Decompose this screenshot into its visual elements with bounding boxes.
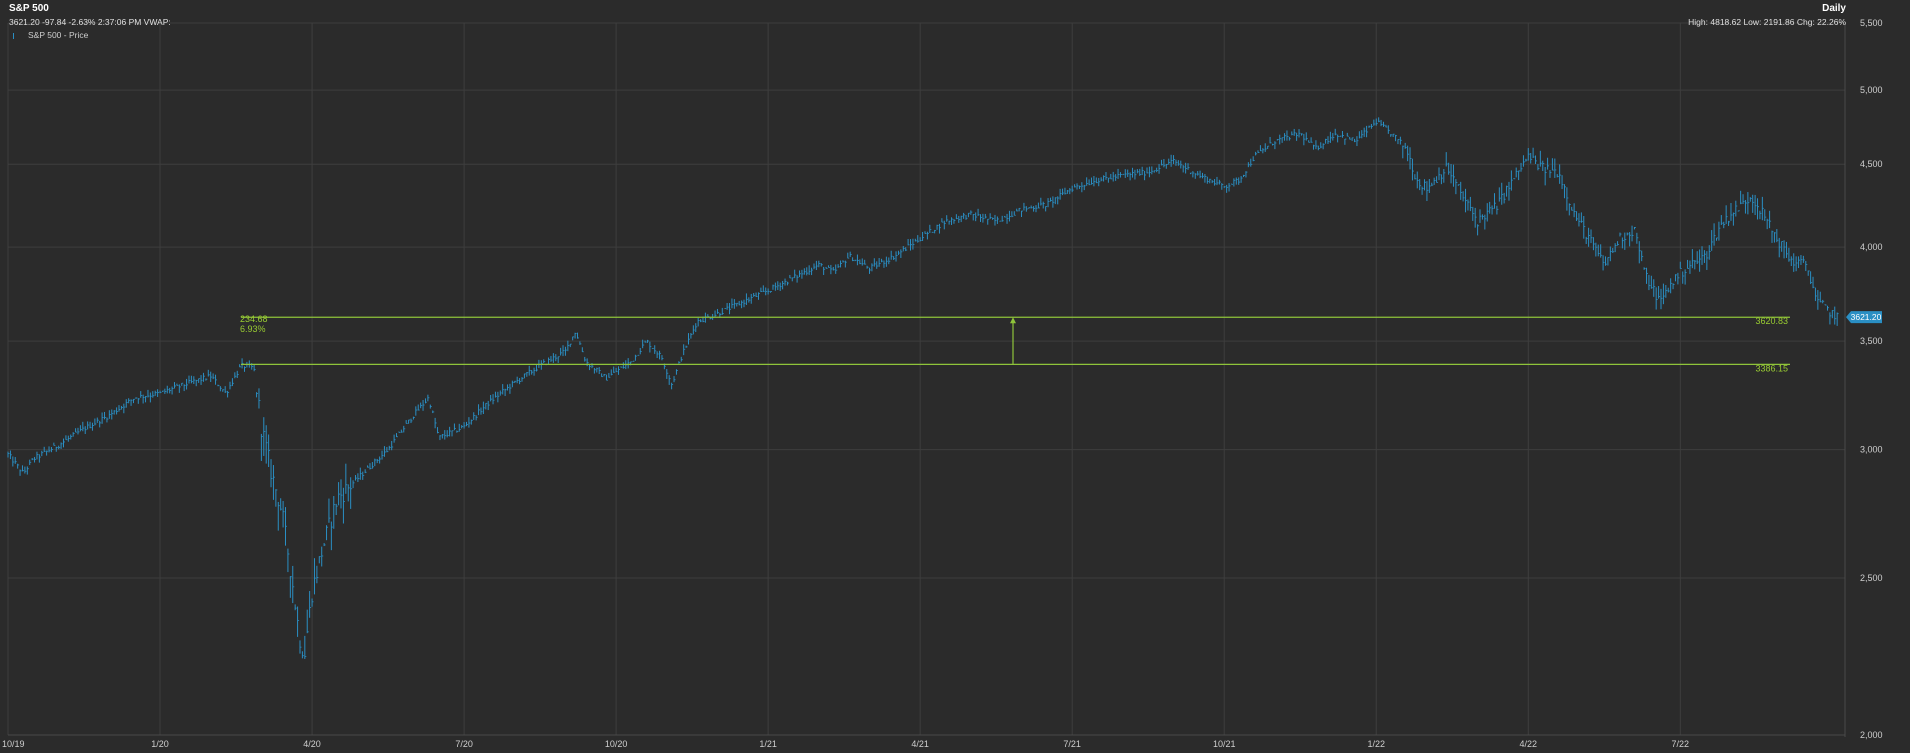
measure-percent-label: 6.93% (240, 324, 266, 334)
x-tick-label: 1/22 (1367, 739, 1385, 749)
x-tick-label: 4/22 (1520, 739, 1538, 749)
x-tick-label: 7/21 (1063, 739, 1081, 749)
y-tick-label: 3,000 (1860, 445, 1883, 455)
chart-title: S&P 500 (9, 3, 49, 14)
x-tick-label: 1/20 (151, 739, 169, 749)
x-tick-label: 10/19 (2, 739, 25, 749)
measure-lower-value: 3386.15 (1755, 363, 1788, 373)
x-tick-label: 1/21 (759, 739, 777, 749)
legend-label: S&P 500 - Price (28, 30, 89, 40)
y-tick-label: 2,000 (1860, 730, 1883, 740)
y-tick-label: 2,500 (1860, 573, 1883, 583)
x-tick-label: 4/21 (911, 739, 929, 749)
y-axis: 2,000 2,500 3,000 3,500 4,000 4,500 5,000 5,500 (1860, 18, 1883, 740)
x-tick-label: 4/20 (303, 739, 321, 749)
chart-header: S&P 500 3621.20 -97.84 -2.63% 2:37:06 PM… (9, 3, 171, 41)
y-tick-label: 5,500 (1860, 18, 1883, 28)
legend[interactable]: S&P 500 - Price (9, 30, 171, 41)
x-tick-label: 10/20 (605, 739, 628, 749)
x-tick-label: 7/20 (455, 739, 473, 749)
price-series (7, 117, 1839, 659)
range-stats: High: 4818.62 Low: 2191.86 Chg: 22.26% (1688, 17, 1846, 27)
legend-swatch (13, 32, 20, 39)
measure-change-label: 234.68 (240, 314, 268, 324)
y-tick-label: 3,500 (1860, 336, 1883, 346)
x-tick-label: 7/22 (1672, 739, 1690, 749)
grid-lines (7, 22, 1846, 737)
chart-header-right: Daily High: 4818.62 Low: 2191.86 Chg: 22… (1688, 3, 1846, 28)
last-price-tag-shape (1846, 311, 1882, 324)
measure-arrow-head (1010, 317, 1016, 324)
measure-upper-value: 3620.83 (1755, 316, 1788, 326)
y-tick-label: 4,500 (1860, 159, 1883, 169)
last-price-tag-text: 3621.20 (1851, 312, 1882, 322)
y-tick-label: 5,000 (1860, 85, 1883, 95)
x-axis: 10/19 1/20 4/20 7/20 10/20 1/21 4/21 7/21 10/21 1… (2, 739, 1689, 749)
measure-tool[interactable]: 234.68 6.93% 3620.83 3386.15 (240, 314, 1790, 373)
period-label[interactable]: Daily (1822, 3, 1846, 14)
x-tick-label: 10/21 (1213, 739, 1236, 749)
quote-line: 3621.20 -97.84 -2.63% 2:37:06 PM VWAP: (9, 17, 171, 27)
last-price-tag: 3621.20 (1846, 311, 1882, 324)
y-tick-label: 4,000 (1860, 242, 1883, 252)
